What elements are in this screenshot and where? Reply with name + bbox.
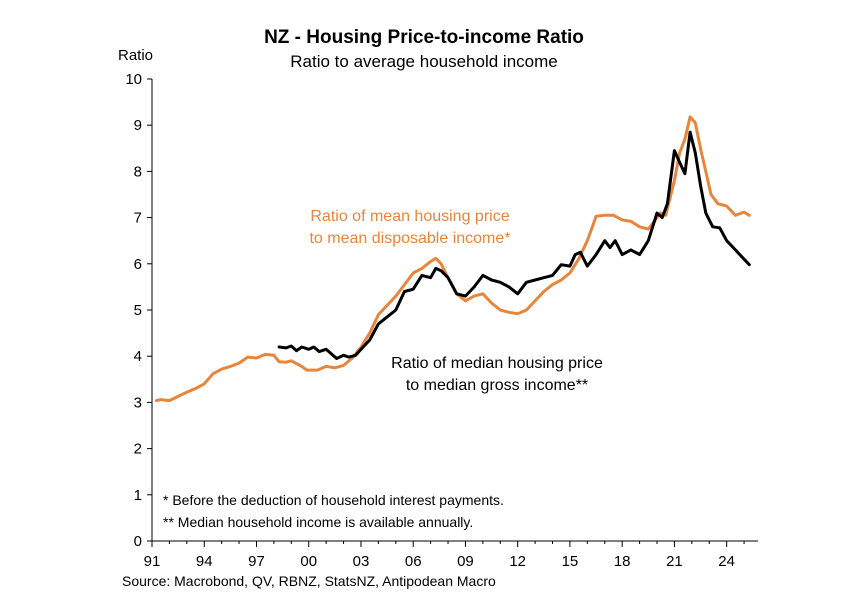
- y-tick-label: 9: [134, 117, 142, 134]
- footnote: ** Median household income is available …: [163, 514, 473, 530]
- y-tick-label: 3: [134, 394, 142, 411]
- x-tick-label: 18: [614, 553, 631, 570]
- y-tick-label: 0: [134, 533, 142, 550]
- x-tick-label: 24: [718, 553, 735, 570]
- mean-ratio-line: [154, 115, 751, 403]
- x-tick-label: 94: [196, 553, 213, 570]
- x-tick-label: 12: [509, 553, 526, 570]
- y-tick-label: 2: [134, 441, 142, 458]
- mean-series-label: Ratio of mean housing price: [310, 208, 509, 225]
- y-tick-label: 7: [134, 210, 142, 227]
- x-tick-label: 97: [248, 553, 265, 570]
- chart-subtitle: Ratio to average household income: [290, 52, 558, 71]
- x-tick-label: 91: [144, 553, 161, 570]
- x-tick-label: 03: [353, 553, 370, 570]
- mean-series-label: to mean disposable income*: [309, 230, 510, 247]
- source-note: Source: Macrobond, QV, RBNZ, StatsNZ, An…: [122, 573, 496, 589]
- y-tick-label: 1: [134, 487, 142, 504]
- y-tick-label: 8: [134, 163, 142, 180]
- median-ratio-line: [277, 130, 751, 360]
- y-axis-label: Ratio: [118, 47, 154, 64]
- x-tick-label: 09: [457, 553, 474, 570]
- x-tick-label: 21: [666, 553, 683, 570]
- x-tick-label: 00: [300, 553, 317, 570]
- x-tick-label: 06: [405, 553, 422, 570]
- y-tick-label: 10: [125, 71, 142, 88]
- x-tick-label: 15: [562, 553, 579, 570]
- chart-series: [154, 115, 751, 403]
- chart-title: NZ - Housing Price-to-income Ratio: [264, 27, 584, 48]
- y-tick-label: 5: [134, 302, 142, 319]
- footnote: * Before the deduction of household inte…: [163, 492, 504, 508]
- chart-labels: Ratio of mean housing price to mean dispo…: [163, 208, 603, 530]
- median-series-label: to median gross income**: [406, 377, 588, 394]
- y-tick-label: 4: [134, 348, 142, 365]
- median-series-label: Ratio of median housing price: [391, 355, 603, 372]
- y-tick-label: 6: [134, 256, 142, 273]
